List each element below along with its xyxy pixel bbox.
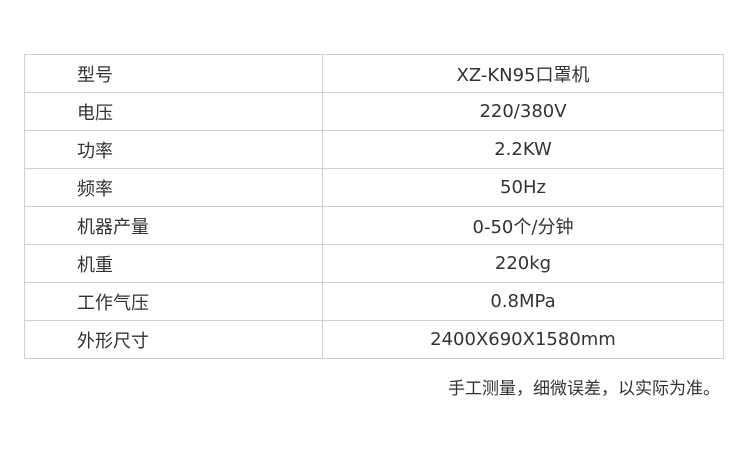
spec-value: 2.2KW [322,130,724,169]
spec-label: 频率 [24,168,323,207]
spec-value: 0.8MPa [322,282,724,321]
spec-row: 外形尺寸 2400X690X1580mm [24,320,724,359]
spec-label: 机重 [24,244,323,283]
spec-label: 电压 [24,92,323,131]
spec-label: 外形尺寸 [24,320,323,359]
spec-value: 220kg [322,244,724,283]
spec-row: 型号 XZ-KN95口罩机 [24,54,724,93]
spec-row: 机重 220kg [24,244,724,283]
spec-label: 工作气压 [24,282,323,321]
spec-label: 功率 [24,130,323,169]
spec-row: 频率 50Hz [24,168,724,207]
spec-label: 机器产量 [24,206,323,245]
spec-table: 型号 XZ-KN95口罩机 电压 220/380V 功率 2.2KW 频率 50Hz 机器产量 0… [24,54,724,359]
measurement-note: 手工测量，细微误差，以实际为准。 [448,379,720,399]
spec-row: 工作气压 0.8MPa [24,282,724,321]
spec-row: 电压 220/380V [24,92,724,131]
spec-row: 功率 2.2KW [24,130,724,169]
spec-value: 220/380V [322,92,724,131]
spec-value: 50Hz [322,168,724,207]
spec-value: 2400X690X1580mm [322,320,724,359]
spec-value: 0-50个/分钟 [322,206,724,245]
spec-value: XZ-KN95口罩机 [322,54,724,93]
spec-row: 机器产量 0-50个/分钟 [24,206,724,245]
spec-label: 型号 [24,54,323,93]
